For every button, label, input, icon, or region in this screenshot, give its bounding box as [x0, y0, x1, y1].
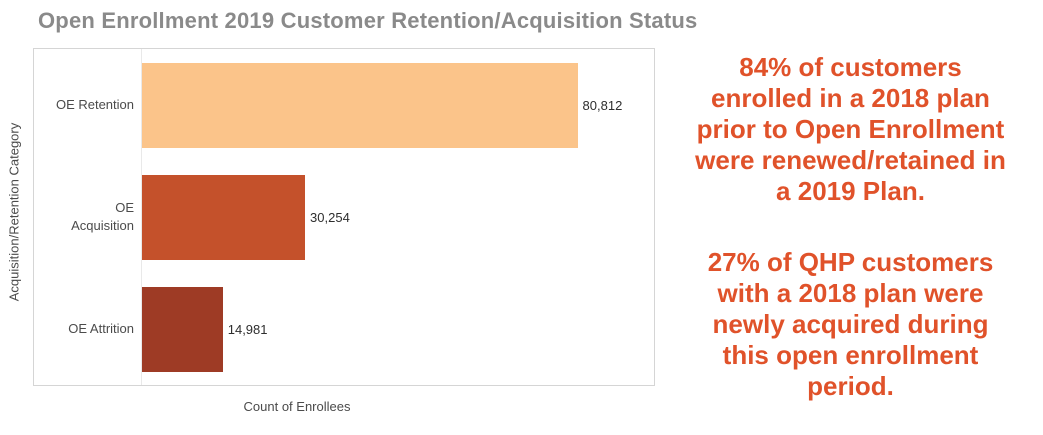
retention-callout: 84% of customers enrolled in a 2018 plan…: [695, 52, 1006, 206]
chart-title: Open Enrollment 2019 Customer Retention/…: [38, 8, 698, 33]
plot-area-retention: 80,812: [141, 49, 654, 161]
bar-value-retention: 80,812: [582, 97, 623, 113]
bar-attrition[interactable]: [142, 286, 223, 372]
bar-acquisition[interactable]: [142, 174, 306, 260]
plot-area-acquisition: 30,254: [141, 161, 654, 273]
bar-chart: OE Retention 80,812 OE Acquisition 30,25…: [33, 48, 655, 386]
chart-row-retention: OE Retention 80,812: [34, 49, 654, 161]
y-axis-label: Acquisition/Retention Category: [6, 122, 22, 302]
x-axis-label: Count of Enrollees: [243, 399, 351, 414]
acquisition-callout: 27% of QHP customers with a 2018 plan we…: [707, 247, 994, 401]
bar-value-acquisition: 30,254: [310, 209, 350, 225]
category-label-retention: OE Retention: [55, 97, 134, 113]
chart-row-attrition: OE Attrition 14,981: [34, 273, 654, 385]
plot-area-attrition: 14,981: [141, 273, 654, 385]
category-label-acquisition: OE Acquisition: [71, 200, 134, 233]
callout-panel: 84% of customers enrolled in a 2018 plan…: [658, 0, 1043, 435]
bar-retention[interactable]: [142, 62, 578, 148]
bar-value-attrition: 14,981: [227, 321, 268, 337]
chart-row-acquisition: OE Acquisition 30,254: [34, 161, 654, 273]
category-label-attrition: OE Attrition: [68, 321, 134, 337]
